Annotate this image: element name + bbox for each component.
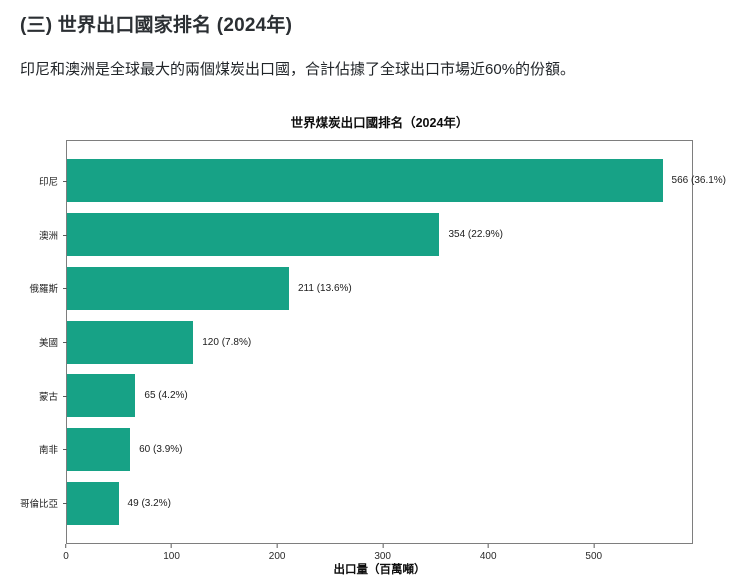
bar [67, 427, 131, 471]
bar [67, 213, 440, 257]
value-label: 120 (7.8%) [202, 336, 252, 348]
category-label: 澳洲 [38, 230, 58, 242]
x-tick: 500 [585, 544, 602, 562]
bar-row: 南非 60 (3.9%) [39, 423, 692, 477]
x-tick-label: 400 [479, 551, 497, 562]
bar [67, 374, 136, 418]
category-label: 印尼 [38, 176, 58, 188]
bar [67, 159, 663, 203]
bar [67, 481, 119, 525]
value-label: 354 (22.9%) [448, 229, 503, 241]
x-tick: 100 [163, 544, 180, 562]
bar-row: 美國 120 (7.8%) [39, 315, 692, 369]
x-tick: 200 [268, 544, 286, 562]
x-tick-mark [593, 544, 595, 548]
bar-row: 澳洲 354 (22.9%) [39, 208, 692, 262]
value-label: 211 (13.6%) [298, 282, 352, 294]
y-tick-mark [63, 234, 67, 236]
value-label: 566 (36.1%) [671, 175, 727, 187]
page-title: (三) 世界出口國家排名 (2024年) [20, 15, 293, 36]
bar-row: 俄羅斯 211 (13.6%) [29, 261, 692, 315]
x-tick: 400 [480, 544, 497, 562]
x-tick-mark [276, 544, 278, 548]
x-axis-ticks: 0 100 200 300 400 500 [63, 544, 693, 566]
x-axis-label: 出口量（百萬噸） [333, 564, 426, 576]
y-tick-mark [63, 180, 67, 182]
x-tick-label: 300 [374, 551, 391, 562]
category-label: 美國 [38, 338, 58, 350]
category-label: 哥倫比亞 [19, 499, 58, 511]
bar-row: 蒙古 65 (4.2%) [39, 369, 692, 423]
value-label: 49 (3.2%) [127, 497, 171, 509]
y-tick-mark [63, 503, 67, 505]
x-tick-mark [65, 544, 67, 548]
x-tick: 300 [374, 544, 391, 562]
bar-row: 哥倫比亞 49 (3.2%) [20, 476, 692, 530]
y-tick-mark [63, 449, 67, 451]
chart-title: 世界煤炭出口國排名（2024年） [290, 116, 469, 130]
bar [67, 320, 194, 364]
x-tick-mark [382, 544, 384, 548]
x-tick-mark [487, 544, 489, 548]
bar [67, 266, 289, 310]
value-label: 60 (3.9%) [139, 443, 183, 455]
value-label: 65 (4.2%) [144, 390, 188, 402]
bar-chart-bands: 印尼 566 (36.1%) 澳洲 354 (22.9%) 俄羅斯 211 (13.6%)… [20, 154, 726, 530]
x-tick-label: 500 [585, 551, 603, 562]
x-tick: 0 [63, 544, 69, 562]
page-subtitle: 印尼和澳洲是全球最大的兩個煤炭出口國，合計佔據了全球出口市場近60%的份額。 [20, 61, 576, 78]
y-tick-mark [63, 288, 67, 290]
y-tick-mark [63, 342, 67, 344]
x-tick-label: 0 [63, 551, 69, 562]
bar-chart-plot-area: 印尼 566 (36.1%) 澳洲 354 (22.9%) 俄羅斯 211 (13.6%)… [20, 140, 726, 544]
x-tick-label: 200 [268, 551, 286, 562]
category-label: 俄羅斯 [29, 284, 58, 296]
x-tick-label: 100 [163, 551, 180, 562]
category-label: 南非 [38, 445, 58, 457]
bar-row: 印尼 566 (36.1%) [39, 154, 726, 208]
x-tick-mark [171, 544, 173, 548]
y-tick-mark [63, 395, 67, 397]
category-label: 蒙古 [38, 391, 58, 403]
